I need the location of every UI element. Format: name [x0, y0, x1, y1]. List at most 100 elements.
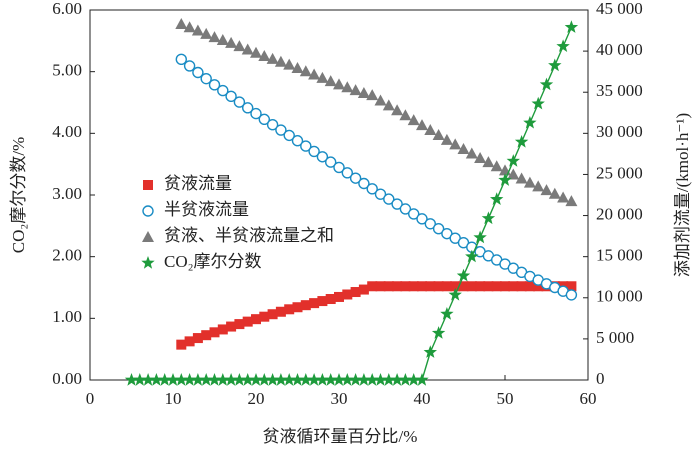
- circle-marker: [183, 60, 196, 72]
- y2-tick-label: 40 000: [596, 40, 643, 59]
- triangle-marker: [283, 58, 296, 70]
- square-marker: [176, 339, 187, 350]
- star-marker: [531, 96, 545, 110]
- star-marker: [473, 230, 487, 244]
- circle-marker: [565, 289, 578, 301]
- y2-tick-label: 35 000: [596, 81, 643, 100]
- y-tick-label: 5.00: [52, 61, 82, 80]
- triangle-marker: [299, 65, 312, 77]
- star-marker: [282, 373, 296, 386]
- square-marker: [292, 302, 303, 313]
- triangle-marker: [474, 152, 487, 163]
- square-marker: [334, 291, 344, 302]
- legend-label: 贫液、半贫液流量之和: [164, 226, 334, 245]
- square-marker: [491, 281, 502, 292]
- triangle-marker: [333, 78, 345, 90]
- circle-marker: [308, 145, 320, 158]
- triangle-marker: [424, 124, 437, 136]
- square-marker: [475, 281, 486, 292]
- circle-marker: [208, 79, 221, 91]
- circle-marker: [358, 177, 370, 190]
- star-marker: [332, 373, 346, 386]
- star-marker: [431, 326, 446, 339]
- circle-marker: [291, 135, 304, 147]
- star-marker: [324, 373, 338, 386]
- star-marker: [315, 373, 330, 386]
- star-marker: [448, 287, 462, 301]
- star-marker: [224, 373, 238, 386]
- star-marker: [456, 268, 471, 282]
- star-marker: [124, 373, 139, 386]
- triangle-marker: [183, 21, 196, 33]
- triangle-marker: [241, 43, 254, 55]
- star-marker: [365, 373, 379, 386]
- star-marker: [382, 373, 396, 386]
- triangle-marker: [175, 17, 188, 29]
- y2-tick-label: 20 000: [596, 204, 643, 223]
- circle-marker: [266, 118, 279, 131]
- y-tick-label: 6.00: [52, 0, 82, 18]
- circle-marker: [200, 72, 212, 85]
- triangle-marker: [449, 138, 462, 150]
- star-marker: [307, 373, 321, 386]
- square-marker: [325, 294, 336, 305]
- triangle-marker: [374, 94, 387, 106]
- square-marker: [342, 289, 353, 300]
- square-marker: [383, 281, 394, 292]
- legend-marker: [142, 231, 154, 242]
- y-tick-label: 4.00: [52, 122, 82, 141]
- square-marker: [201, 330, 212, 341]
- circle-marker: [233, 96, 246, 108]
- triangle-marker: [507, 168, 520, 180]
- square-marker: [242, 316, 253, 327]
- star-marker: [506, 154, 520, 167]
- star-marker: [523, 115, 537, 129]
- star-marker: [340, 373, 354, 386]
- circle-marker: [225, 90, 237, 103]
- triangle-marker: [291, 61, 304, 73]
- square-marker: [300, 300, 311, 311]
- star-marker: [257, 373, 271, 386]
- square-marker: [433, 281, 444, 292]
- square-marker: [400, 281, 411, 292]
- star-marker: [390, 373, 404, 386]
- triangle-marker: [532, 180, 545, 192]
- square-marker: [441, 281, 452, 292]
- triangle-marker: [382, 99, 395, 111]
- circle-marker: [416, 213, 428, 225]
- legend-marker: [142, 205, 154, 217]
- circle-marker: [408, 208, 420, 220]
- circle-marker: [374, 188, 387, 200]
- y2-tick-label: 30 000: [596, 122, 643, 141]
- triangle-marker: [225, 36, 238, 48]
- plot-frame: [89, 9, 589, 381]
- star-marker: [556, 39, 570, 52]
- legend-label: 贫液流量: [164, 174, 232, 193]
- square-marker: [466, 281, 477, 292]
- square-marker: [508, 281, 519, 292]
- legend-marker: [141, 256, 155, 269]
- square-marker: [350, 287, 361, 298]
- legend-label: 半贫液流量: [164, 200, 249, 219]
- y2-tick-label: 25 000: [596, 163, 643, 182]
- star-marker: [290, 373, 305, 386]
- square-marker: [367, 281, 378, 292]
- star-marker: [207, 373, 222, 386]
- square-marker: [533, 281, 544, 292]
- circle-marker: [192, 66, 204, 79]
- square-marker: [251, 314, 261, 325]
- x-axis-label: 贫液循环量百分比/%: [263, 427, 418, 446]
- y-tick-label: 0.00: [52, 369, 82, 388]
- triangle-marker: [216, 34, 229, 46]
- square-marker: [450, 281, 461, 292]
- triangle-marker: [565, 195, 578, 207]
- triangle-marker: [341, 81, 354, 93]
- star-marker: [539, 77, 554, 91]
- star-marker: [415, 373, 429, 386]
- y2-tick-label: 5 000: [596, 328, 634, 347]
- star-marker: [548, 58, 562, 72]
- triangle-marker: [324, 75, 337, 87]
- triangle-marker: [233, 40, 246, 52]
- star-marker: [232, 373, 247, 386]
- square-marker: [184, 336, 195, 347]
